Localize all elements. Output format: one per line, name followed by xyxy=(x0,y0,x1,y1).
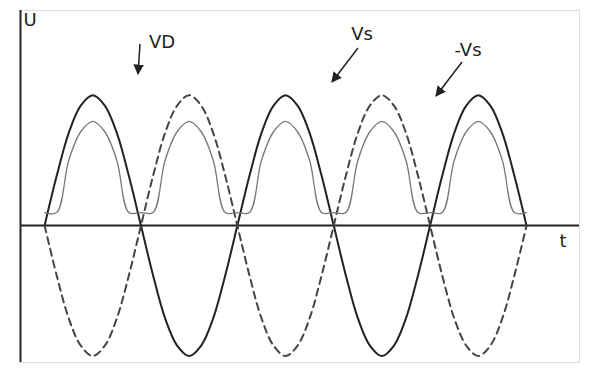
svg-text:t: t xyxy=(559,230,566,251)
svg-text:U: U xyxy=(23,9,36,30)
svg-text:-Vs: -Vs xyxy=(454,39,481,60)
svg-text:Vs: Vs xyxy=(351,23,373,44)
svg-text:VD: VD xyxy=(149,31,175,52)
